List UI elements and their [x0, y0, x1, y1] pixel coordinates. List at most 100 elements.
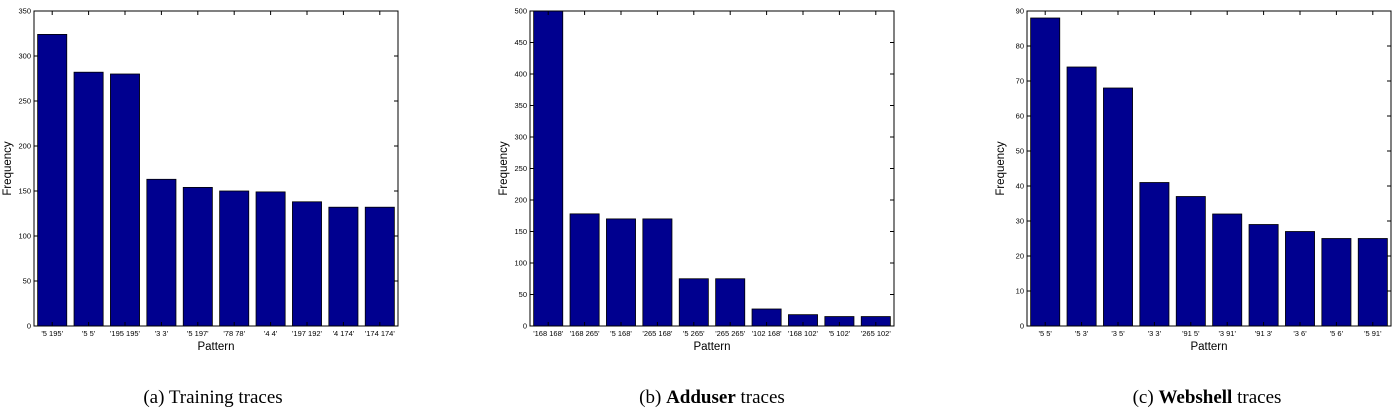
y-tick-label: 50 [1016, 147, 1024, 156]
y-tick-label: 300 [18, 52, 31, 61]
x-tick-label: '168 102' [788, 329, 819, 338]
chart-webshell-traces: 0 10 20 30 40 50 60 70 80 90 '5 5' '5 3' '3 5' '3 3' '… [995, 7, 1392, 408]
y-tick-label: 30 [1016, 217, 1024, 226]
chart-training-traces: 0 50 100 150 200 250 300 350 '5 195' '5 5' '195 19… [2, 7, 399, 408]
figure-caption: (b) Adduser traces [639, 387, 785, 408]
x-tick-label: '91 3' [1255, 329, 1273, 338]
y-tick-label: 200 [18, 142, 31, 151]
bar [292, 201, 322, 327]
y-tick-label: 80 [1016, 42, 1024, 51]
y-axis-label: Frequency [2, 141, 14, 196]
bar [1139, 182, 1170, 327]
bar [146, 178, 177, 327]
y-tick-label: 100 [514, 259, 527, 268]
bar [1030, 17, 1061, 327]
bar [1212, 213, 1243, 327]
y-tick-label: 350 [18, 7, 31, 16]
bar [1321, 238, 1352, 327]
y-tick-label: 300 [514, 133, 527, 142]
y-tick-label: 400 [514, 70, 527, 79]
x-tick-label: '5 5' [82, 329, 96, 338]
x-tick-label: '197 192' [292, 329, 323, 338]
x-tick-label: '5 265' [683, 329, 705, 338]
x-tick-label: '5 197' [187, 329, 209, 338]
y-tick-label: 150 [18, 187, 31, 196]
x-tick-label: '5 5' [1039, 329, 1053, 338]
y-tick-label: 70 [1016, 77, 1024, 86]
figure-caption: (a) Training traces [143, 387, 282, 408]
x-tick-label: '102 168' [752, 329, 783, 338]
y-axis-label: Frequency [995, 141, 1007, 196]
bar [606, 218, 636, 327]
x-tick-label: '195 195' [110, 329, 141, 338]
y-tick-label: 10 [1016, 287, 1024, 296]
y-tick-label: 90 [1016, 7, 1024, 16]
x-tick-label: '5 91' [1364, 329, 1382, 338]
plot-frame [33, 10, 399, 327]
bar [569, 213, 600, 327]
bar [715, 278, 746, 327]
y-tick-label: 200 [514, 196, 527, 205]
chart-adduser-traces: 0 50 100 150 200 250 300 350 400 450 500 '168 168' '… [498, 7, 895, 408]
bar [678, 278, 709, 327]
x-tick-label: '5 6' [1330, 329, 1344, 338]
bar [73, 71, 104, 327]
x-tick-label: '168 168' [533, 329, 564, 338]
bar [1248, 224, 1279, 327]
y-tick-label: 0 [27, 322, 31, 331]
y-tick-label: 50 [519, 290, 527, 299]
bar [219, 190, 250, 327]
y-tick-label: 20 [1016, 252, 1024, 261]
bar [37, 34, 68, 327]
y-tick-label: 250 [18, 97, 31, 106]
bar [1175, 196, 1206, 327]
x-tick-label: '3 5' [1111, 329, 1125, 338]
x-tick-label: '4 174' [333, 329, 355, 338]
x-tick-label: '5 102' [829, 329, 851, 338]
x-tick-label: '3 3' [155, 329, 169, 338]
bar [1357, 238, 1388, 327]
x-axis-label: Pattern [693, 341, 730, 353]
y-tick-label: 450 [514, 38, 527, 47]
y-tick-label: 350 [514, 101, 527, 110]
y-tick-label: 60 [1016, 112, 1024, 121]
y-axis-label: Frequency [498, 141, 510, 196]
y-tick-label: 50 [23, 277, 31, 286]
x-axis-label: Pattern [1190, 341, 1227, 353]
bar [182, 186, 213, 327]
x-tick-label: '3 6' [1293, 329, 1307, 338]
x-tick-label: '5 195' [41, 329, 63, 338]
bar [533, 10, 564, 327]
x-axis-label: Pattern [197, 341, 234, 353]
y-tick-label: 0 [523, 322, 527, 331]
x-tick-label: '168 265' [570, 329, 601, 338]
x-tick-label: '5 3' [1075, 329, 1089, 338]
x-tick-label: '4 4' [264, 329, 278, 338]
bar [328, 206, 359, 327]
x-tick-label: '3 3' [1148, 329, 1162, 338]
y-tick-label: 150 [514, 227, 527, 236]
x-tick-label: '78 78' [223, 329, 245, 338]
x-tick-label: '265 168' [642, 329, 673, 338]
y-tick-label: 40 [1016, 182, 1024, 191]
bar [642, 218, 673, 327]
x-tick-label: '265 102' [861, 329, 892, 338]
x-tick-label: '3 91' [1218, 329, 1236, 338]
bar [1103, 87, 1133, 327]
bar [110, 73, 140, 327]
bar [1285, 231, 1315, 327]
bar [364, 206, 395, 327]
plot-frame [1026, 10, 1392, 327]
y-tick-label: 100 [18, 232, 31, 241]
bar [1066, 66, 1097, 327]
x-tick-label: '91 5' [1182, 329, 1200, 338]
figure-caption: (c) Webshell traces [1133, 387, 1282, 408]
y-tick-label: 250 [514, 164, 527, 173]
x-tick-label: '174 174' [365, 329, 396, 338]
bar [255, 191, 286, 327]
y-tick-label: 500 [514, 7, 527, 16]
y-tick-label: 0 [1020, 322, 1024, 331]
x-tick-label: '5 168' [610, 329, 632, 338]
x-tick-label: '265 265' [715, 329, 746, 338]
